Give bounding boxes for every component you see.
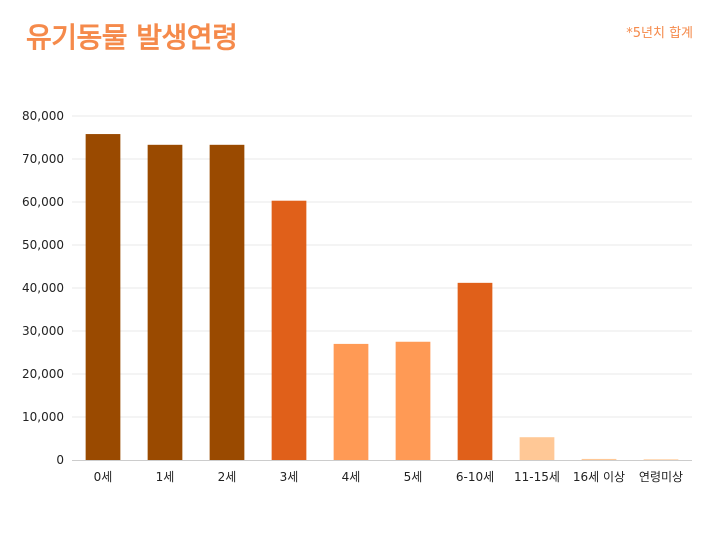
x-tick-label: 5세 — [404, 470, 423, 484]
y-tick-label: 10,000 — [22, 410, 64, 424]
y-tick-label: 80,000 — [22, 109, 64, 123]
chart-note: *5년치 합계 — [626, 26, 693, 41]
y-tick-label: 50,000 — [22, 238, 64, 252]
y-tick-label: 60,000 — [22, 195, 64, 209]
x-tick-label: 6-10세 — [456, 470, 494, 484]
y-tick-label: 70,000 — [22, 152, 64, 166]
bar — [333, 343, 369, 460]
x-tick-label: 연령미상 — [639, 470, 683, 484]
x-tick-label: 3세 — [280, 470, 299, 484]
y-tick-label: 40,000 — [22, 281, 64, 295]
bar — [209, 144, 245, 460]
bar — [147, 144, 183, 460]
bar — [271, 200, 307, 460]
y-tick-label: 0 — [56, 453, 64, 467]
bar — [643, 459, 679, 461]
x-tick-label: 1세 — [156, 470, 175, 484]
x-tick-label: 16세 이상 — [573, 470, 625, 484]
bar — [519, 437, 555, 460]
y-tick-label: 20,000 — [22, 367, 64, 381]
bar — [457, 282, 493, 460]
x-tick-label: 11-15세 — [514, 470, 560, 484]
x-tick-label: 4세 — [342, 470, 361, 484]
bars — [85, 134, 679, 461]
bar — [581, 458, 617, 460]
x-axis-labels: 0세 1세 2세 3세 4세 5세 6-10세 11-15세 16세 이상 연령미상 — [94, 470, 683, 484]
y-tick-label: 30,000 — [22, 324, 64, 338]
x-tick-label: 2세 — [218, 470, 237, 484]
x-tick-label: 0세 — [94, 470, 113, 484]
bar — [85, 134, 121, 460]
page-title: 유기동물 발생연령 — [26, 21, 238, 54]
y-axis-ticks: 0 10,000 20,000 30,000 40,000 50,000 60,000 70,… — [22, 109, 64, 467]
bar — [395, 341, 431, 460]
